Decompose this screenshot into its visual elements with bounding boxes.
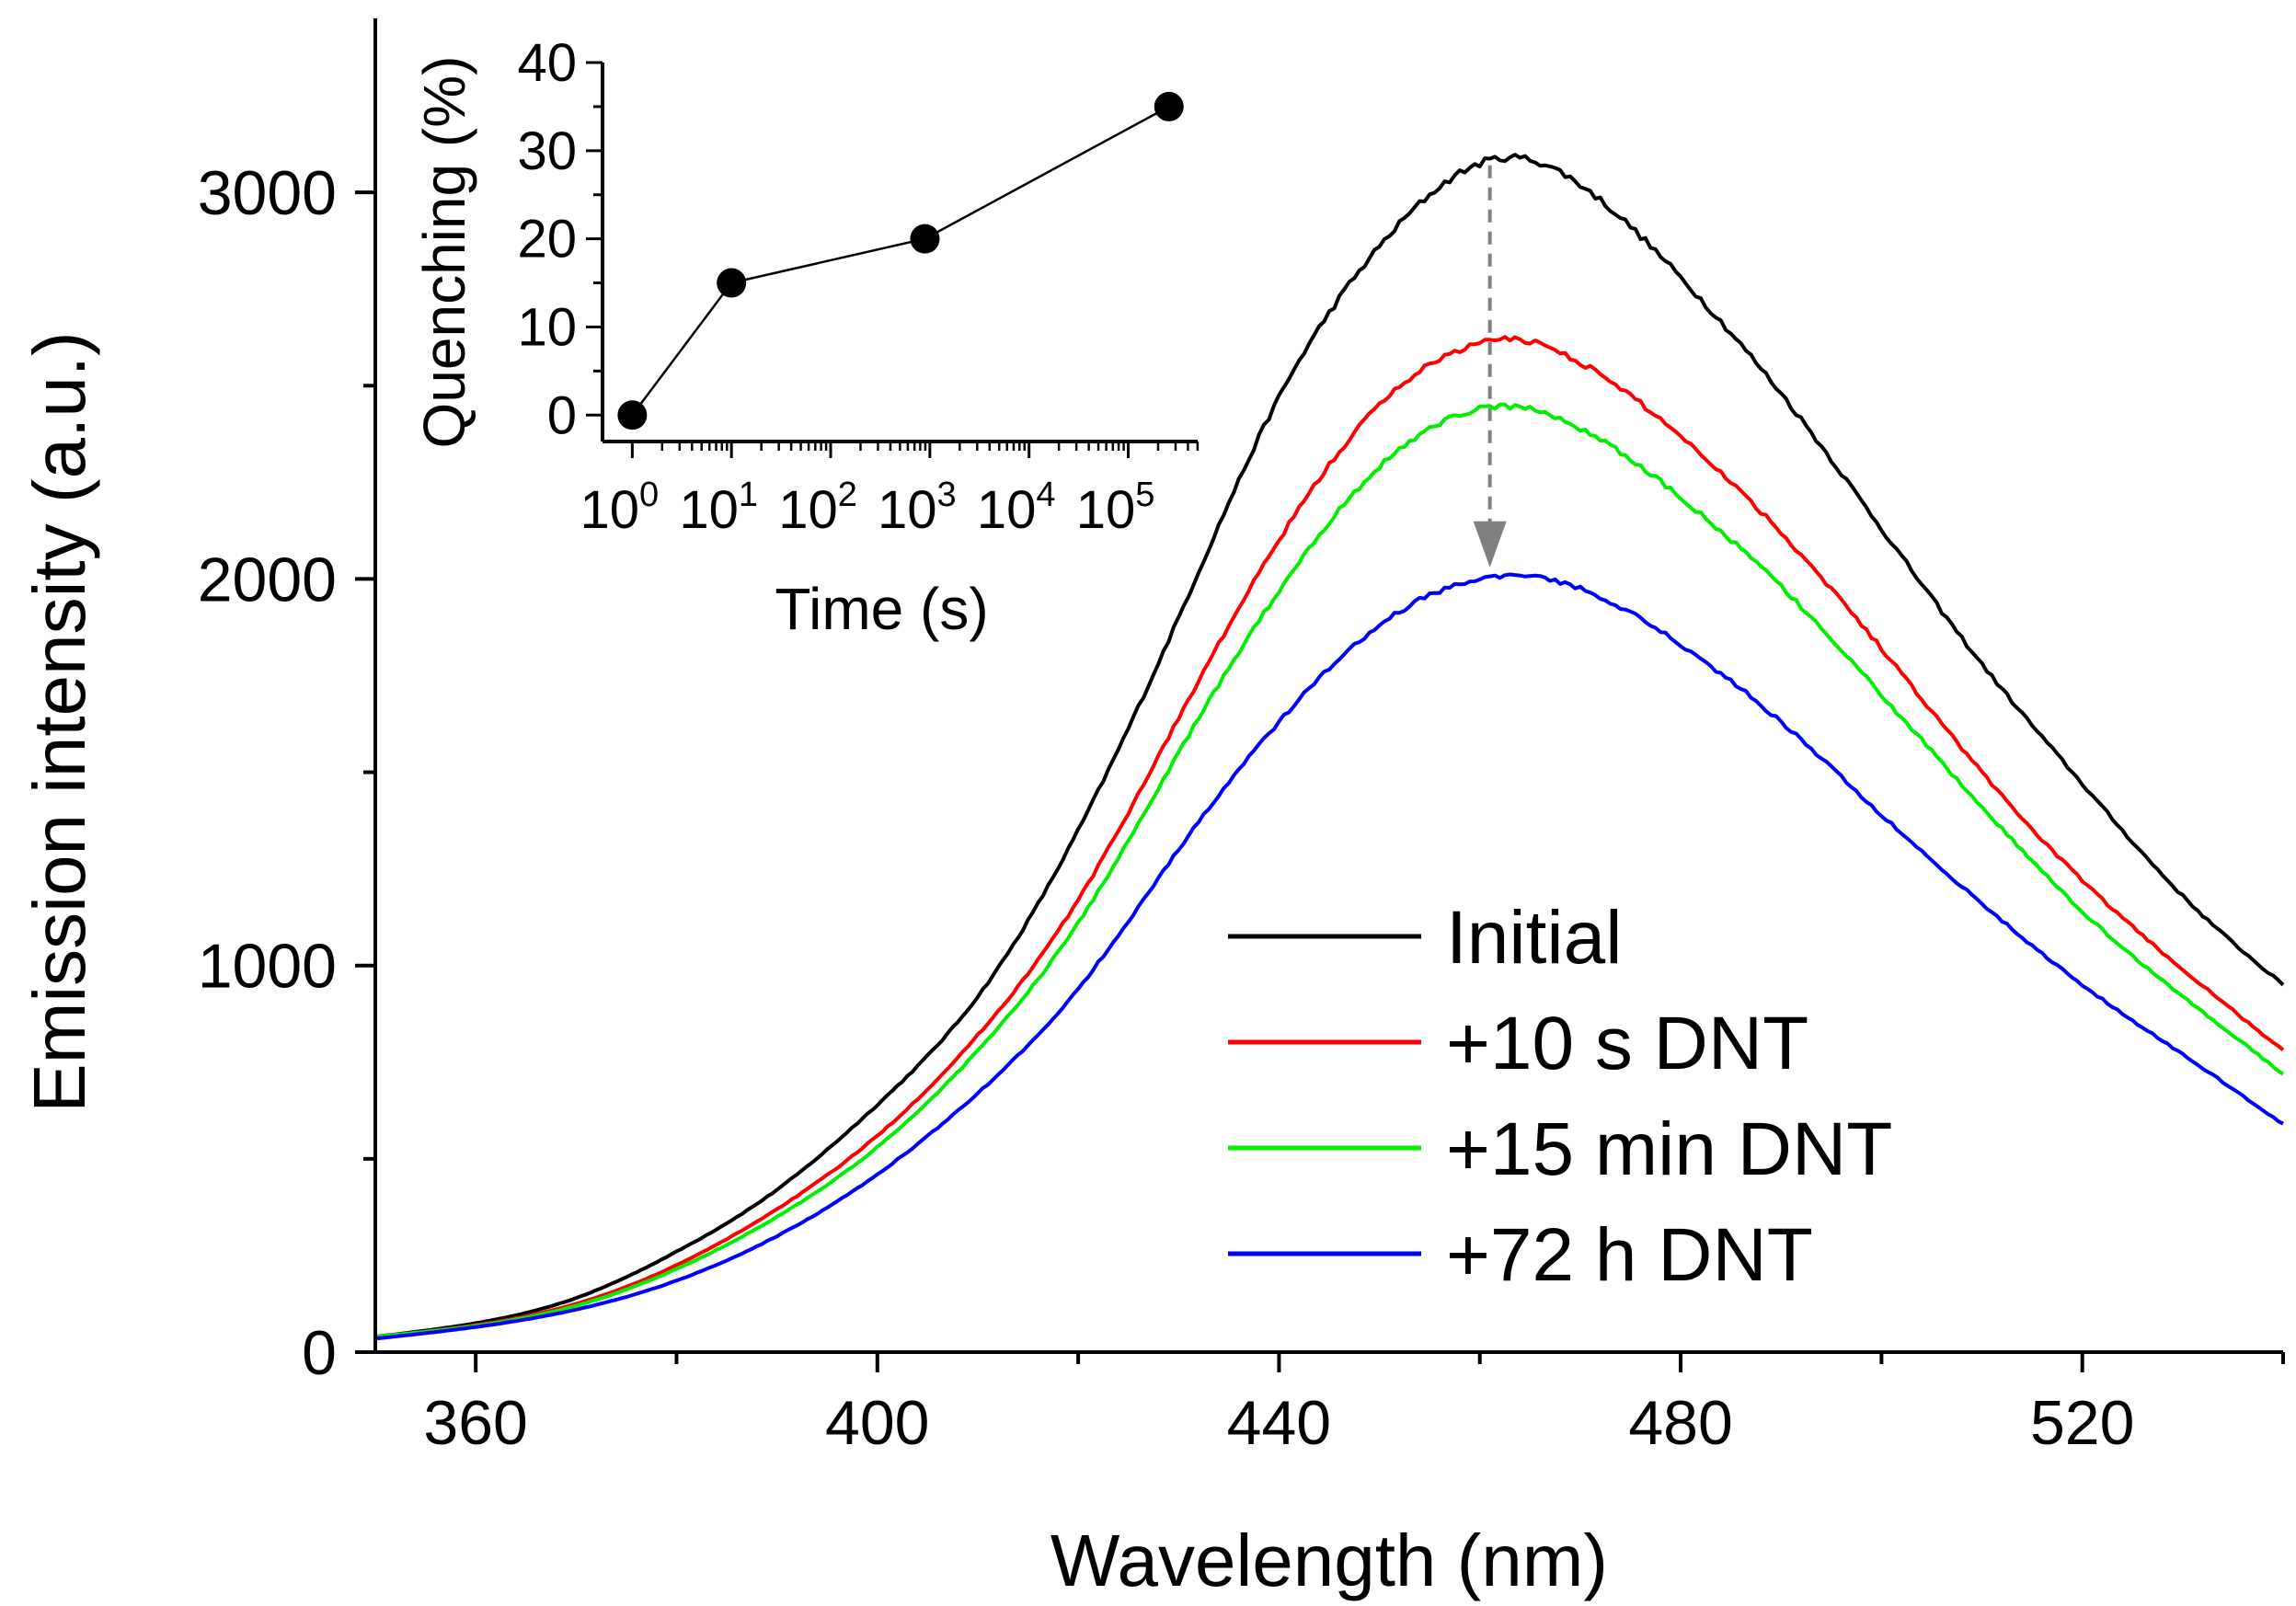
inset-x-tick-exponent: 0: [639, 476, 659, 514]
y-tick-label: 1000: [198, 932, 337, 1002]
x-tick-label: 440: [1227, 1388, 1331, 1458]
inset-x-tick-base: 10: [580, 480, 640, 540]
inset-data-point: [617, 400, 648, 430]
inset-x-tick-base: 10: [1076, 480, 1136, 540]
inset-y-tick-label: 20: [517, 210, 577, 270]
main-axes: [373, 18, 2283, 1354]
series-line-15-min-dnt: [374, 402, 2285, 1339]
inset-x-tick-label: 100: [580, 476, 660, 540]
legend: Initial +10 s DNT +15 min DNT +72 h DNT: [1228, 896, 1892, 1297]
inset-x-tick-label: 103: [878, 476, 957, 540]
x-tick-label: 520: [2030, 1388, 2134, 1458]
inset-x-tick-exponent: 5: [1135, 476, 1154, 514]
inset-x-tick-exponent: 4: [1036, 476, 1055, 514]
x-tick-label: 480: [1628, 1388, 1732, 1458]
x-axis-title: Wavelength (nm): [1050, 1520, 1608, 1601]
y-tick-label: 3000: [198, 158, 337, 228]
legend-label-15-min-dnt: +15 min DNT: [1446, 1107, 1892, 1191]
quenching-arrow: [1473, 165, 1507, 568]
inset-x-axis-title: Time (s): [775, 576, 988, 642]
inset-x-tick-base: 10: [778, 480, 838, 540]
inset-series: [617, 91, 1184, 430]
x-tick-label: 360: [423, 1388, 527, 1458]
inset-x-tick-label: 101: [679, 476, 758, 540]
inset-y-tick-label: 0: [547, 385, 577, 445]
main-series-group: [374, 153, 2285, 1341]
y-tick-label: 0: [302, 1318, 337, 1388]
inset-x-tick-label: 104: [977, 476, 1056, 540]
inset-y-tick-label: 40: [517, 33, 577, 93]
arrow-head: [1473, 521, 1507, 568]
y-axis-title: Emission intensity (a.u.): [18, 331, 100, 1112]
legend-label-72-h-dnt: +72 h DNT: [1446, 1213, 1813, 1297]
inset-x-tick-exponent: 2: [838, 476, 857, 514]
inset-data-point: [717, 268, 747, 298]
inset-y-tick-label: 10: [517, 297, 577, 357]
inset-x-tick-label: 105: [1076, 476, 1155, 540]
series-line-10-s-dnt: [374, 335, 2285, 1339]
inset-series-line: [631, 105, 1170, 417]
inset-data-point: [1154, 91, 1184, 121]
inset-y-axis-title: Quenching (%): [411, 56, 477, 449]
y-tick-label: 2000: [198, 545, 337, 614]
inset-x-tick-exponent: 3: [937, 476, 957, 514]
inset-axes: [601, 63, 1198, 443]
series-line-initial: [374, 153, 2285, 1339]
inset-data-point: [910, 224, 940, 254]
inset-x-tick-base: 10: [679, 480, 739, 540]
series-line-72-h-dnt: [374, 572, 2284, 1341]
inset-x-tick-label: 102: [778, 476, 857, 540]
inset-x-tick-base: 10: [977, 480, 1037, 540]
inset-y-tick-label: 30: [517, 121, 577, 181]
legend-label-10-s-dnt: +10 s DNT: [1446, 1002, 1808, 1085]
legend-label-initial: Initial: [1446, 896, 1622, 980]
inset-x-tick-base: 10: [878, 480, 937, 540]
x-tick-label: 400: [825, 1388, 929, 1458]
inset-x-tick-exponent: 1: [739, 476, 758, 514]
